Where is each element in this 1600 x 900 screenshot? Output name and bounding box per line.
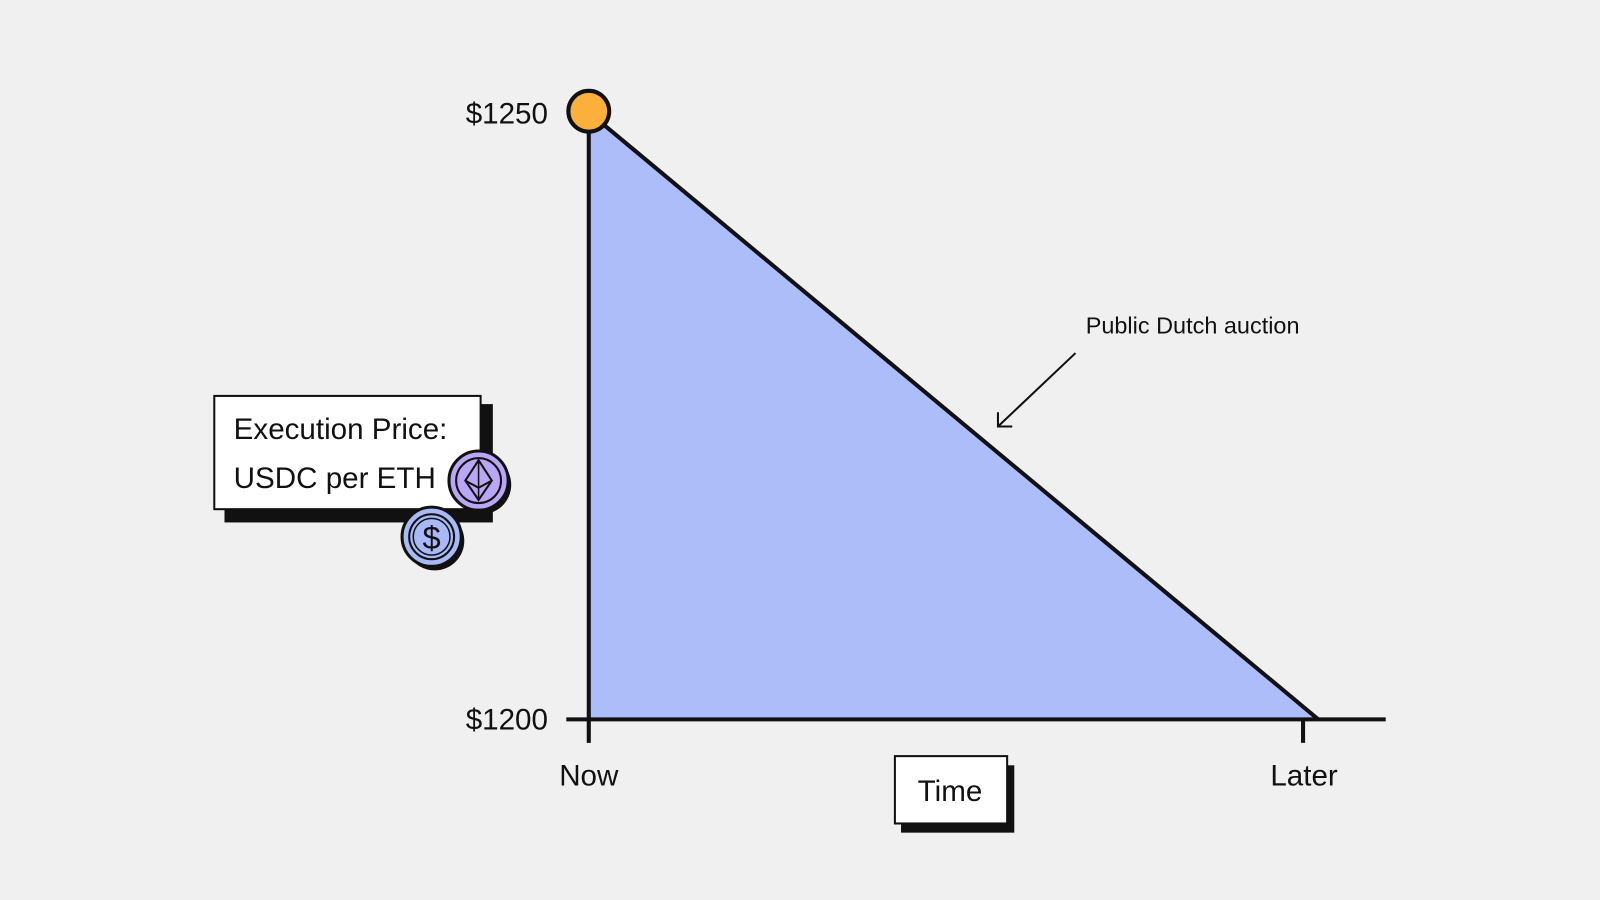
x-label-box	[893, 755, 1009, 825]
y-tick-1200: $1200	[466, 704, 548, 737]
start-marker	[566, 88, 612, 134]
annotation-arrow-icon	[996, 352, 1077, 428]
annotation-label: Public Dutch auction	[1086, 313, 1300, 339]
x-axis-label: Time	[918, 775, 983, 808]
eth-coin-icon	[447, 449, 512, 515]
x-tick-now: Now	[559, 760, 619, 793]
auction-price-line	[587, 110, 1320, 721]
y-axis-label-line2: USDC per ETH	[234, 462, 436, 495]
y-axis-label-line1: Execution Price:	[234, 413, 448, 446]
svg-text:$: $	[423, 519, 441, 556]
y-tick-1250: $1250	[466, 97, 548, 130]
x-tick-later-label: Later	[1270, 760, 1338, 793]
y-label-box	[213, 394, 482, 511]
dollar-coin-icon: $	[400, 505, 465, 571]
